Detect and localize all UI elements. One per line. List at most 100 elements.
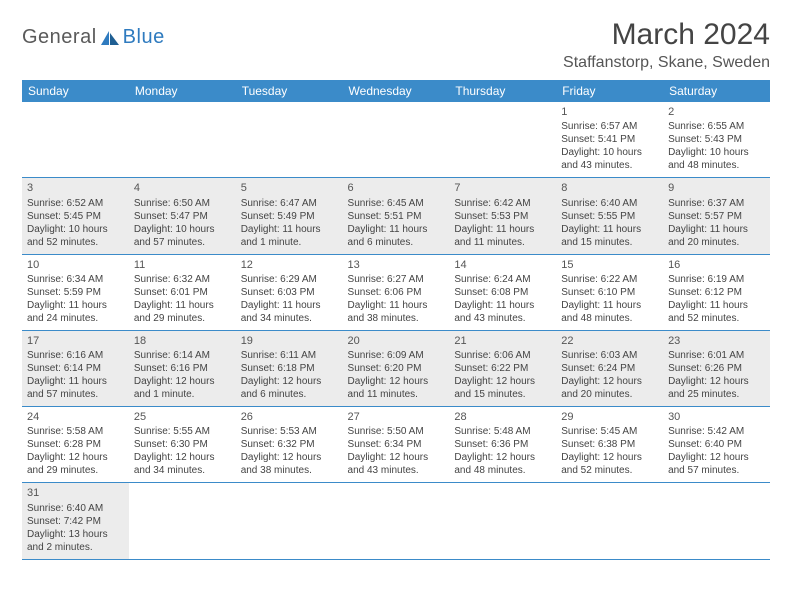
daylight-line: Daylight: 11 hours and 57 minutes. bbox=[27, 375, 124, 401]
sunset-line: Sunset: 5:51 PM bbox=[348, 210, 445, 223]
sunset-line: Sunset: 5:45 PM bbox=[27, 210, 124, 223]
daylight-line: Daylight: 11 hours and 29 minutes. bbox=[134, 299, 231, 325]
day-number: 30 bbox=[668, 410, 765, 424]
calendar-week-row: 17Sunrise: 6:16 AMSunset: 6:14 PMDayligh… bbox=[22, 330, 770, 406]
sunrise-line: Sunrise: 6:06 AM bbox=[454, 349, 551, 362]
sunset-line: Sunset: 5:47 PM bbox=[134, 210, 231, 223]
sunrise-line: Sunrise: 5:53 AM bbox=[241, 425, 338, 438]
logo-text-blue: Blue bbox=[123, 26, 165, 49]
sunset-line: Sunset: 6:14 PM bbox=[27, 362, 124, 375]
sunrise-line: Sunrise: 6:16 AM bbox=[27, 349, 124, 362]
daylight-line: Daylight: 11 hours and 34 minutes. bbox=[241, 299, 338, 325]
day-cell-3: 3 Sunrise: 6:52 AMSunset: 5:45 PMDaylight… bbox=[22, 178, 129, 254]
logo-text-general: General bbox=[22, 26, 97, 49]
title-block: March 2024 Staffanstorp, Skane, Sweden bbox=[563, 18, 770, 72]
sunset-line: Sunset: 6:30 PM bbox=[134, 438, 231, 451]
day-cell-24: 24Sunrise: 5:58 AMSunset: 6:28 PMDayligh… bbox=[22, 407, 129, 483]
sunrise-line: Sunrise: 6:19 AM bbox=[668, 273, 765, 286]
month-title: March 2024 bbox=[563, 18, 770, 52]
calendar-week-row: 31Sunrise: 6:40 AMSunset: 7:42 PMDayligh… bbox=[22, 483, 770, 559]
day-cell-12: 12Sunrise: 6:29 AMSunset: 6:03 PMDayligh… bbox=[236, 254, 343, 330]
daylight-line: Daylight: 11 hours and 43 minutes. bbox=[454, 299, 551, 325]
daylight-line: Daylight: 12 hours and 29 minutes. bbox=[27, 451, 124, 477]
sunset-line: Sunset: 5:49 PM bbox=[241, 210, 338, 223]
day-cell-10: 10Sunrise: 6:34 AMSunset: 5:59 PMDayligh… bbox=[22, 254, 129, 330]
daylight-line: Daylight: 10 hours and 48 minutes. bbox=[668, 146, 765, 172]
day-number: 15 bbox=[561, 258, 658, 272]
col-friday: Friday bbox=[556, 80, 663, 102]
day-cell-21: 21Sunrise: 6:06 AMSunset: 6:22 PMDayligh… bbox=[449, 330, 556, 406]
day-number: 7 bbox=[454, 181, 551, 195]
sunrise-line: Sunrise: 6:34 AM bbox=[27, 273, 124, 286]
daylight-line: Daylight: 11 hours and 15 minutes. bbox=[561, 223, 658, 249]
sunrise-line: Sunrise: 6:32 AM bbox=[134, 273, 231, 286]
day-cell-6: 6Sunrise: 6:45 AMSunset: 5:51 PMDaylight… bbox=[343, 178, 450, 254]
empty-cell bbox=[343, 102, 450, 178]
sunset-line: Sunset: 6:24 PM bbox=[561, 362, 658, 375]
col-monday: Monday bbox=[129, 80, 236, 102]
day-number: 17 bbox=[27, 334, 124, 348]
empty-cell bbox=[556, 483, 663, 559]
daylight-line: Daylight: 10 hours and 43 minutes. bbox=[561, 146, 658, 172]
sunrise-line: Sunrise: 5:58 AM bbox=[27, 425, 124, 438]
day-cell-5: 5Sunrise: 6:47 AMSunset: 5:49 PMDaylight… bbox=[236, 178, 343, 254]
sunrise-line: Sunrise: 6:40 AM bbox=[27, 502, 124, 515]
sunset-line: Sunset: 6:10 PM bbox=[561, 286, 658, 299]
day-number: 4 bbox=[134, 181, 231, 195]
empty-cell bbox=[129, 102, 236, 178]
calendar-week-row: 24Sunrise: 5:58 AMSunset: 6:28 PMDayligh… bbox=[22, 407, 770, 483]
day-number: 11 bbox=[134, 258, 231, 272]
col-wednesday: Wednesday bbox=[343, 80, 450, 102]
day-number: 1 bbox=[561, 105, 658, 119]
day-cell-29: 29Sunrise: 5:45 AMSunset: 6:38 PMDayligh… bbox=[556, 407, 663, 483]
day-number: 23 bbox=[668, 334, 765, 348]
sunset-line: Sunset: 6:03 PM bbox=[241, 286, 338, 299]
day-number: 13 bbox=[348, 258, 445, 272]
day-number: 14 bbox=[454, 258, 551, 272]
day-cell-1: 1Sunrise: 6:57 AMSunset: 5:41 PMDaylight… bbox=[556, 102, 663, 178]
sunset-line: Sunset: 5:41 PM bbox=[561, 133, 658, 146]
sunrise-line: Sunrise: 6:09 AM bbox=[348, 349, 445, 362]
daylight-line: Daylight: 12 hours and 1 minute. bbox=[134, 375, 231, 401]
daylight-line: Daylight: 11 hours and 38 minutes. bbox=[348, 299, 445, 325]
sunset-line: Sunset: 6:22 PM bbox=[454, 362, 551, 375]
sunrise-line: Sunrise: 6:01 AM bbox=[668, 349, 765, 362]
empty-cell bbox=[22, 102, 129, 178]
day-number: 3 bbox=[27, 181, 124, 195]
day-cell-14: 14Sunrise: 6:24 AMSunset: 6:08 PMDayligh… bbox=[449, 254, 556, 330]
sunrise-line: Sunrise: 6:14 AM bbox=[134, 349, 231, 362]
day-cell-15: 15Sunrise: 6:22 AMSunset: 6:10 PMDayligh… bbox=[556, 254, 663, 330]
sunrise-line: Sunrise: 6:57 AM bbox=[561, 120, 658, 133]
daylight-line: Daylight: 10 hours and 52 minutes. bbox=[27, 223, 124, 249]
day-number: 12 bbox=[241, 258, 338, 272]
daylight-line: Daylight: 11 hours and 11 minutes. bbox=[454, 223, 551, 249]
day-cell-22: 22Sunrise: 6:03 AMSunset: 6:24 PMDayligh… bbox=[556, 330, 663, 406]
sunset-line: Sunset: 7:42 PM bbox=[27, 515, 124, 528]
sunrise-line: Sunrise: 6:42 AM bbox=[454, 197, 551, 210]
day-number: 24 bbox=[27, 410, 124, 424]
day-number: 18 bbox=[134, 334, 231, 348]
day-number: 25 bbox=[134, 410, 231, 424]
day-number: 26 bbox=[241, 410, 338, 424]
sunrise-line: Sunrise: 6:52 AM bbox=[27, 197, 124, 210]
daylight-line: Daylight: 11 hours and 24 minutes. bbox=[27, 299, 124, 325]
day-cell-13: 13Sunrise: 6:27 AMSunset: 6:06 PMDayligh… bbox=[343, 254, 450, 330]
day-cell-8: 8Sunrise: 6:40 AMSunset: 5:55 PMDaylight… bbox=[556, 178, 663, 254]
col-sunday: Sunday bbox=[22, 80, 129, 102]
sunset-line: Sunset: 5:57 PM bbox=[668, 210, 765, 223]
daylight-line: Daylight: 13 hours and 2 minutes. bbox=[27, 528, 124, 554]
day-cell-30: 30Sunrise: 5:42 AMSunset: 6:40 PMDayligh… bbox=[663, 407, 770, 483]
day-cell-4: 4Sunrise: 6:50 AMSunset: 5:47 PMDaylight… bbox=[129, 178, 236, 254]
logo: General Blue bbox=[22, 18, 165, 49]
daylight-line: Daylight: 10 hours and 57 minutes. bbox=[134, 223, 231, 249]
daylight-line: Daylight: 11 hours and 48 minutes. bbox=[561, 299, 658, 325]
daylight-line: Daylight: 11 hours and 20 minutes. bbox=[668, 223, 765, 249]
day-cell-27: 27Sunrise: 5:50 AMSunset: 6:34 PMDayligh… bbox=[343, 407, 450, 483]
daylight-line: Daylight: 12 hours and 43 minutes. bbox=[348, 451, 445, 477]
day-number: 21 bbox=[454, 334, 551, 348]
day-cell-2: 2Sunrise: 6:55 AMSunset: 5:43 PMDaylight… bbox=[663, 102, 770, 178]
daylight-line: Daylight: 12 hours and 34 minutes. bbox=[134, 451, 231, 477]
sunrise-line: Sunrise: 6:22 AM bbox=[561, 273, 658, 286]
sunset-line: Sunset: 6:16 PM bbox=[134, 362, 231, 375]
daylight-line: Daylight: 12 hours and 6 minutes. bbox=[241, 375, 338, 401]
